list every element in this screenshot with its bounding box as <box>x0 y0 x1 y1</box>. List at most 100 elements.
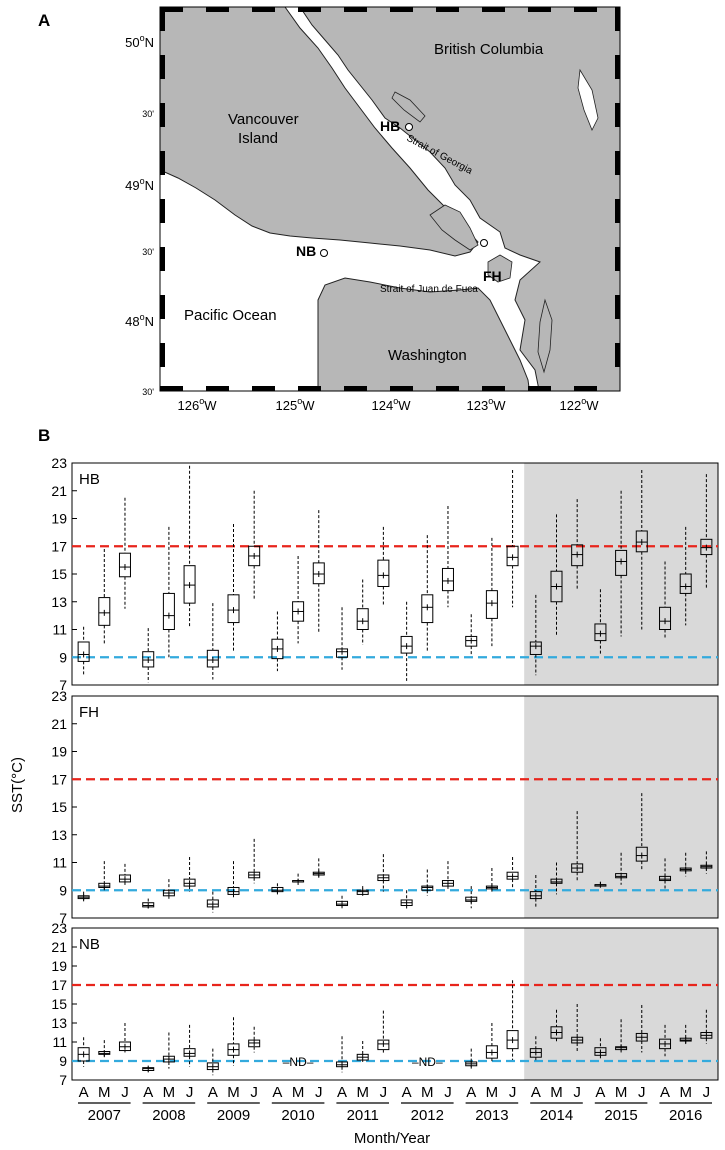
year-label: 2012 <box>411 1107 444 1124</box>
box-fh-2016-M <box>679 852 692 877</box>
box-hb-2013-M <box>485 537 498 647</box>
land-british-columbia <box>299 7 620 391</box>
no-data-label: –ND– <box>412 1055 443 1069</box>
latitude-tick-label: 30' <box>142 247 154 257</box>
box-nb-2014-A <box>529 1036 542 1061</box>
land-san-juan-islands <box>487 254 513 283</box>
year-label: 2011 <box>347 1107 379 1124</box>
box-iqr <box>506 545 519 567</box>
box-fh-2016-A <box>659 858 672 889</box>
y-tick-label: 23 <box>51 455 67 471</box>
latitude-tick-label: 30' <box>142 109 154 119</box>
month-label: M <box>679 1084 692 1101</box>
y-tick-label: 23 <box>51 920 67 936</box>
y-tick-label: 15 <box>51 799 67 815</box>
box-hb-2016-J <box>700 474 713 590</box>
label-pacific-ocean: Pacific Ocean <box>184 307 277 324</box>
map-border-tick <box>615 343 620 367</box>
box-nb-2016-J <box>700 1009 713 1044</box>
box-fh-2013-J <box>506 856 519 889</box>
map-border-tick <box>206 386 229 391</box>
box-hb-2015-A <box>594 589 607 655</box>
month-label: M <box>356 1084 369 1101</box>
map-border-tick <box>160 151 165 175</box>
map-border-tick <box>252 386 275 391</box>
month-label: A <box>660 1084 670 1101</box>
box-hb-2012-A <box>400 601 413 681</box>
y-tick-label: 13 <box>51 1015 67 1031</box>
month-label: J <box>638 1084 646 1101</box>
box-nb-2007-A <box>77 1037 90 1067</box>
box-fh-2014-M <box>550 862 563 895</box>
y-tick-label: 17 <box>51 538 67 554</box>
box-hb-2010-J <box>312 510 325 634</box>
box-fh-2013-A <box>465 886 478 909</box>
box-hb-2010-M <box>292 555 305 644</box>
label-british-columbia: British Columbia <box>434 41 544 58</box>
month-label: J <box>444 1084 452 1101</box>
box-iqr <box>400 635 413 654</box>
box-fh-2007-J <box>118 863 131 887</box>
y-tick-label: 7 <box>59 677 67 693</box>
box-iqr <box>700 538 713 556</box>
map-border-tick <box>528 7 551 12</box>
map-border-tick <box>344 7 367 12</box>
y-tick-label: 19 <box>51 958 67 974</box>
box-fh-2010-A <box>271 883 284 895</box>
land-whidbey-island <box>537 298 553 374</box>
box-nb-2011-M <box>356 1041 369 1062</box>
box-hb-2013-A <box>465 614 478 655</box>
no-data-label: –ND– <box>283 1055 314 1069</box>
map-border-tick <box>160 343 165 367</box>
y-tick-label: 21 <box>51 483 67 499</box>
box-hb-2016-A <box>659 561 672 638</box>
box-nb-2016-A <box>659 1024 672 1057</box>
map-border-tick <box>298 7 321 12</box>
box-fh-2008-M <box>162 879 175 900</box>
land-small-island <box>577 68 599 131</box>
longitude-labels: 126oW 125oW 124oW 123oW 122oW <box>178 396 600 413</box>
map-border-tick <box>615 55 620 79</box>
month-label: A <box>143 1084 153 1101</box>
box-nb-2009-A <box>206 1048 219 1076</box>
box-fh-2014-A <box>529 874 542 907</box>
y-tick-label: 19 <box>51 511 67 527</box>
box-fh-2011-M <box>356 886 369 896</box>
month-label: M <box>486 1084 499 1101</box>
map-border-tick <box>160 295 165 319</box>
box-hb-2014-J <box>571 499 584 590</box>
box-fh-2010-M <box>292 873 305 885</box>
box-nb-2007-J <box>118 1023 131 1053</box>
year-label: 2016 <box>669 1107 702 1124</box>
box-iqr <box>465 635 478 647</box>
box-nb-2015-J <box>635 1004 648 1053</box>
month-label: M <box>615 1084 628 1101</box>
month-label: A <box>208 1084 218 1101</box>
longitude-tick-label: 125oW <box>276 396 316 413</box>
y-tick-label: 11 <box>52 1034 67 1050</box>
month-label: J <box>186 1084 194 1101</box>
month-label: M <box>421 1084 434 1101</box>
map-panel: 50oN 30' 49oN 30' 48oN 30' 126oW 125oW 124oW 123… <box>125 6 621 413</box>
map-border-tick <box>615 199 620 223</box>
box-iqr <box>529 641 542 655</box>
map-border-tick <box>160 55 165 79</box>
month-label: M <box>163 1084 176 1101</box>
y-tick-label: 7 <box>59 1072 67 1088</box>
map-border-tick <box>436 7 459 12</box>
panel-nb: 7 9 11 13 15 17 19 21 23 NB –ND– –ND– <box>51 920 719 1088</box>
latitude-labels: 50oN 30' 49oN 30' 48oN 30' <box>125 33 154 397</box>
box-iqr <box>227 594 240 624</box>
box-nb-2008-J <box>183 1024 196 1067</box>
month-label: A <box>402 1084 412 1101</box>
box-iqr <box>356 608 369 630</box>
year-label: 2009 <box>217 1107 250 1124</box>
panel-site-label: HB <box>79 471 100 488</box>
box-hb-2008-M <box>162 526 175 658</box>
box-nb-2011-A <box>336 1036 349 1073</box>
box-iqr <box>312 562 325 585</box>
map-border-tick <box>298 386 321 391</box>
box-hb-2007-J <box>118 497 131 609</box>
y-tick-label: 13 <box>51 827 67 843</box>
